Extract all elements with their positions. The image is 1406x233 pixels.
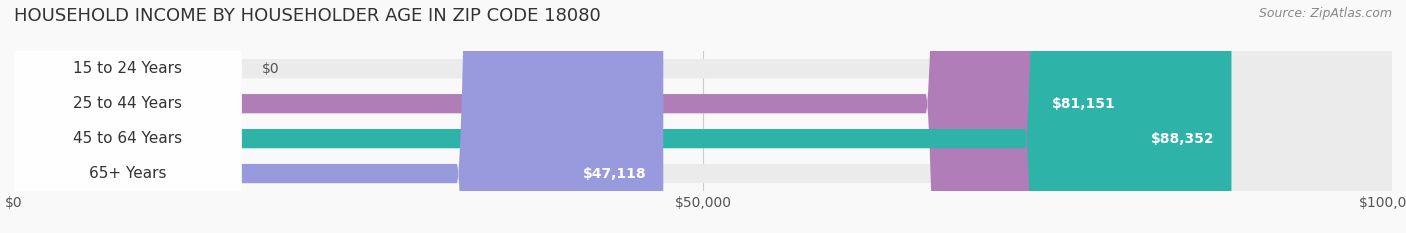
Text: $0: $0 [262, 62, 280, 76]
Text: Source: ZipAtlas.com: Source: ZipAtlas.com [1258, 7, 1392, 20]
Text: $47,118: $47,118 [583, 167, 647, 181]
FancyBboxPatch shape [14, 0, 242, 233]
FancyBboxPatch shape [14, 0, 1392, 233]
FancyBboxPatch shape [14, 0, 242, 233]
Text: $88,352: $88,352 [1152, 132, 1215, 146]
FancyBboxPatch shape [14, 0, 1392, 233]
Text: 25 to 44 Years: 25 to 44 Years [73, 96, 183, 111]
FancyBboxPatch shape [14, 0, 242, 233]
Text: $81,151: $81,151 [1052, 97, 1116, 111]
FancyBboxPatch shape [14, 0, 664, 233]
Text: 65+ Years: 65+ Years [89, 166, 166, 181]
FancyBboxPatch shape [14, 0, 1392, 233]
FancyBboxPatch shape [14, 0, 1132, 233]
FancyBboxPatch shape [14, 0, 1232, 233]
FancyBboxPatch shape [14, 0, 1392, 233]
Text: 15 to 24 Years: 15 to 24 Years [73, 61, 183, 76]
Text: HOUSEHOLD INCOME BY HOUSEHOLDER AGE IN ZIP CODE 18080: HOUSEHOLD INCOME BY HOUSEHOLDER AGE IN Z… [14, 7, 600, 25]
FancyBboxPatch shape [14, 0, 242, 233]
Text: 45 to 64 Years: 45 to 64 Years [73, 131, 183, 146]
